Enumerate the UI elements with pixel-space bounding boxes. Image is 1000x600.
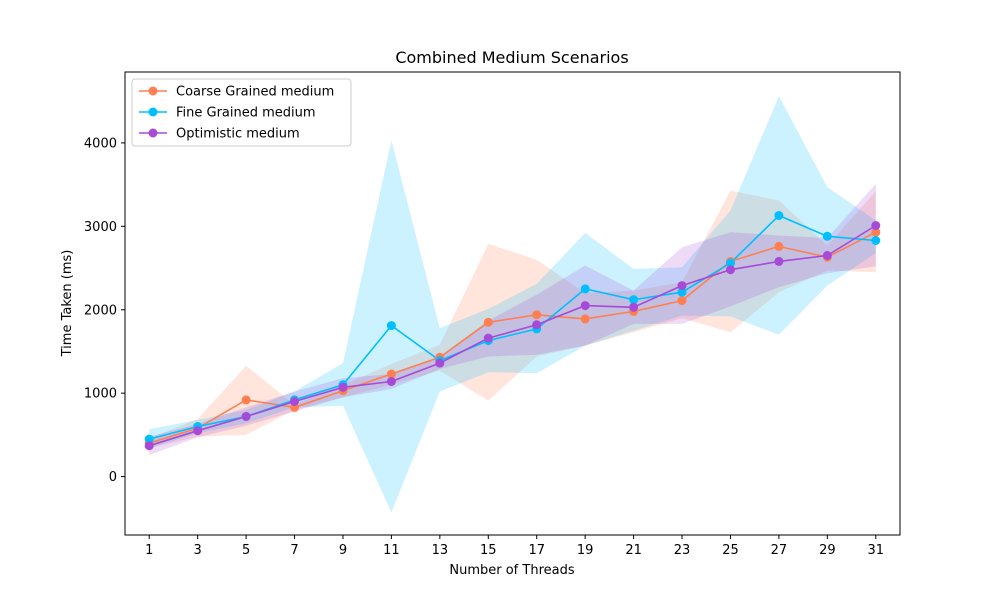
legend: Coarse Grained medium Fine Grained medium… <box>131 78 352 147</box>
point-series-2-14 <box>822 251 832 260</box>
point-series-2-6 <box>435 358 445 368</box>
band-series-1 <box>149 96 876 513</box>
x-axis-label: Number of Threads <box>449 563 574 578</box>
y-tick-label-1: 1000 <box>84 387 117 402</box>
point-series-0-15 <box>871 227 881 237</box>
y-tick-label-2: 2000 <box>84 303 117 318</box>
point-series-1-15 <box>871 236 881 245</box>
legend-label-2: Optimistic medium <box>176 127 300 142</box>
point-series-1-14 <box>822 231 832 241</box>
point-series-0-9 <box>580 314 590 324</box>
y-tick-label-3: 3000 <box>84 220 117 235</box>
point-series-2-2 <box>241 412 251 421</box>
y-axis-label: Time Taken (ms) <box>60 250 75 358</box>
x-tick-label-0: 1 <box>145 543 153 558</box>
point-series-2-5 <box>386 377 396 386</box>
point-series-2-15 <box>871 221 881 230</box>
x-tick-label-6: 13 <box>432 543 449 558</box>
legend-marker-0 <box>148 86 158 96</box>
x-tick-label-3: 7 <box>290 543 298 558</box>
x-tick-label-11: 23 <box>674 543 691 558</box>
point-series-1-13 <box>774 211 784 220</box>
point-series-2-7 <box>483 333 493 343</box>
point-series-2-13 <box>774 256 784 266</box>
x-axis-ticks: 1 3 5 7 9 11 13 15 17 19 21 23 25 27 29 31 <box>145 535 884 558</box>
point-series-2-10 <box>629 302 639 312</box>
x-tick-label-2: 5 <box>242 543 250 558</box>
legend-label-1: Fine Grained medium <box>176 106 316 121</box>
point-series-1-0 <box>144 434 154 444</box>
point-series-1-5 <box>386 321 396 331</box>
line-series-0 <box>148 231 877 444</box>
x-tick-label-8: 17 <box>528 543 545 558</box>
x-tick-label-15: 31 <box>868 543 885 558</box>
line-series-2 <box>148 224 877 447</box>
legend-marker-2 <box>148 128 158 138</box>
point-series-0-5 <box>386 369 396 379</box>
x-tick-label-1: 3 <box>194 543 202 558</box>
point-series-2-8 <box>532 320 542 330</box>
point-series-2-3 <box>290 397 299 406</box>
x-tick-label-9: 19 <box>577 543 594 558</box>
x-tick-label-13: 27 <box>771 543 788 558</box>
plot-area-frame <box>124 71 901 536</box>
y-tick-label-4: 4000 <box>84 136 117 151</box>
point-series-2-4 <box>338 382 348 392</box>
point-series-1-10 <box>629 295 639 305</box>
x-tick-label-10: 21 <box>625 543 642 558</box>
point-series-0-8 <box>532 310 542 320</box>
point-series-0-11 <box>677 296 687 306</box>
series-lines <box>148 214 877 447</box>
y-axis-ticks: 0 1000 2000 3000 4000 <box>84 136 125 485</box>
x-tick-label-7: 15 <box>480 543 497 558</box>
point-series-2-12 <box>726 265 735 275</box>
legend-label-0: Coarse Grained medium <box>176 85 334 100</box>
point-series-1-11 <box>677 287 687 297</box>
point-series-2-0 <box>144 441 154 451</box>
point-series-2-1 <box>193 426 203 436</box>
point-series-0-7 <box>483 317 493 327</box>
point-series-1-9 <box>580 284 590 294</box>
x-tick-label-4: 9 <box>339 543 347 558</box>
x-tick-label-14: 29 <box>819 543 836 558</box>
y-tick-label-0: 0 <box>109 470 117 485</box>
point-series-0-2 <box>241 395 251 405</box>
point-series-2-9 <box>580 301 590 311</box>
point-series-0-13 <box>774 241 784 251</box>
x-tick-label-5: 11 <box>383 543 400 558</box>
x-tick-label-12: 25 <box>722 543 739 558</box>
point-series-1-12 <box>726 258 735 268</box>
chart-title: Combined Medium Scenarios <box>395 48 628 67</box>
series-points <box>144 211 881 451</box>
legend-marker-1 <box>148 107 158 117</box>
point-series-2-11 <box>677 281 687 291</box>
legend-box <box>131 78 352 147</box>
